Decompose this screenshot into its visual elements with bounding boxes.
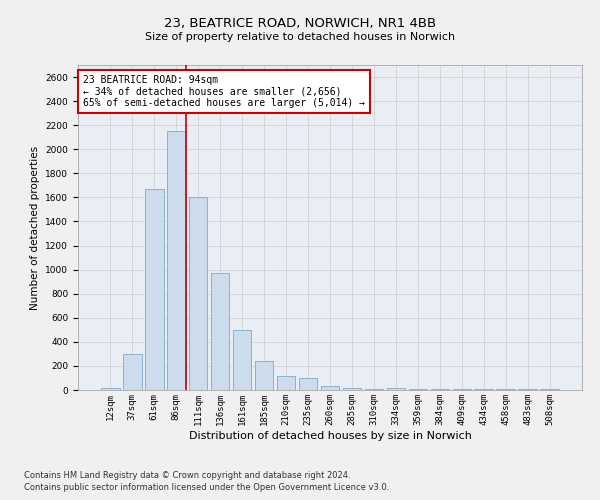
Text: Contains HM Land Registry data © Crown copyright and database right 2024.: Contains HM Land Registry data © Crown c… bbox=[24, 471, 350, 480]
Text: Contains public sector information licensed under the Open Government Licence v3: Contains public sector information licen… bbox=[24, 484, 389, 492]
Bar bbox=[211, 273, 229, 390]
Bar bbox=[101, 388, 119, 390]
Text: 23, BEATRICE ROAD, NORWICH, NR1 4BB: 23, BEATRICE ROAD, NORWICH, NR1 4BB bbox=[164, 18, 436, 30]
Text: 23 BEATRICE ROAD: 94sqm
← 34% of detached houses are smaller (2,656)
65% of semi: 23 BEATRICE ROAD: 94sqm ← 34% of detache… bbox=[83, 74, 365, 108]
Y-axis label: Number of detached properties: Number of detached properties bbox=[30, 146, 40, 310]
Bar bbox=[343, 388, 361, 390]
Bar bbox=[386, 388, 405, 390]
Bar bbox=[277, 376, 295, 390]
Text: Size of property relative to detached houses in Norwich: Size of property relative to detached ho… bbox=[145, 32, 455, 42]
Bar bbox=[255, 360, 274, 390]
Bar bbox=[123, 354, 142, 390]
Bar bbox=[365, 389, 383, 390]
Bar bbox=[145, 189, 164, 390]
Bar bbox=[233, 330, 251, 390]
X-axis label: Distribution of detached houses by size in Norwich: Distribution of detached houses by size … bbox=[188, 430, 472, 440]
Bar bbox=[189, 198, 208, 390]
Bar bbox=[299, 378, 317, 390]
Bar bbox=[167, 131, 185, 390]
Bar bbox=[320, 386, 340, 390]
